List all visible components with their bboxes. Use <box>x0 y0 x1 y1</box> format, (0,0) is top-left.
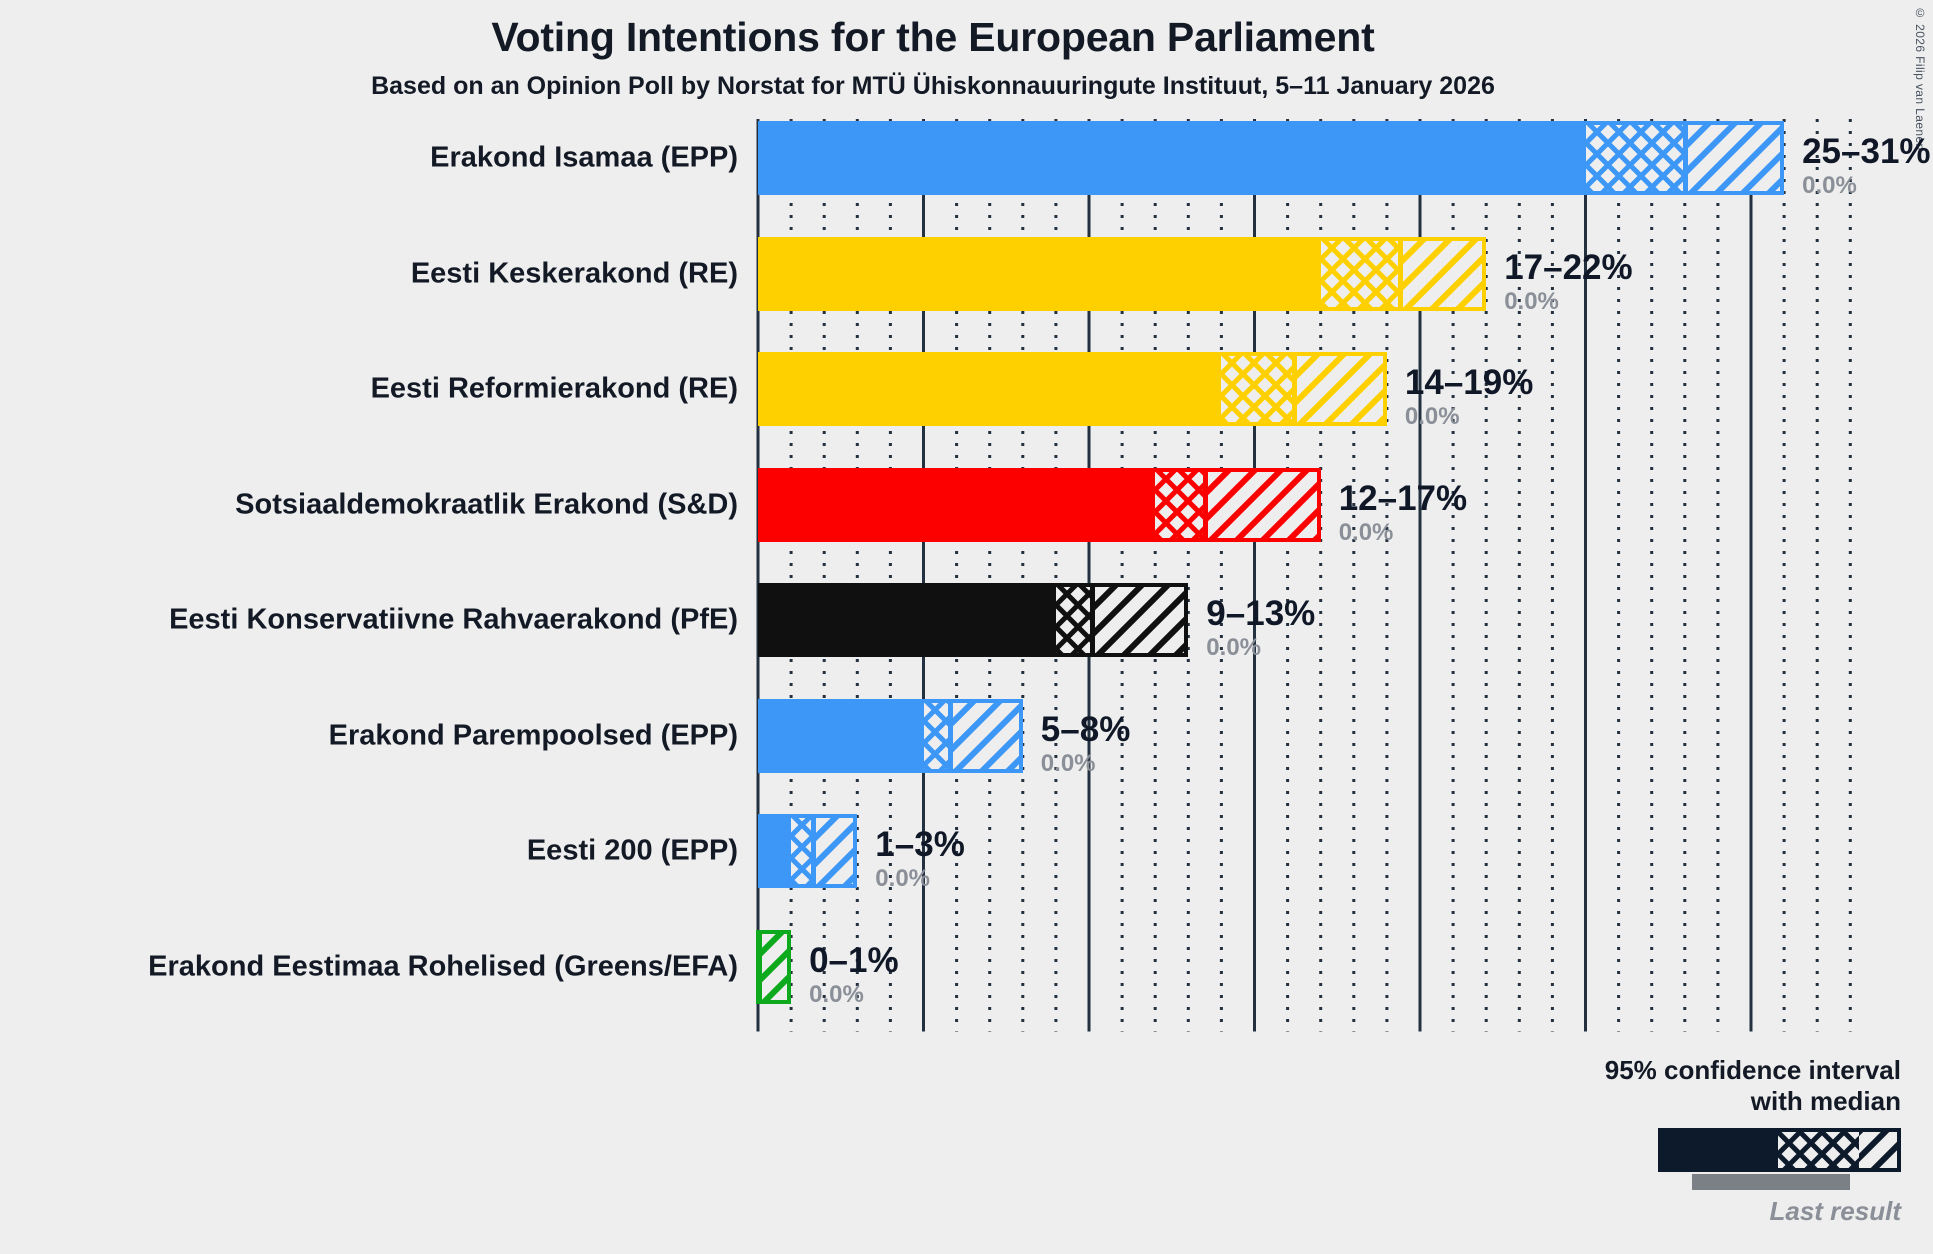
chart-legend: 95% confidence interval with median Last… <box>1521 1055 1901 1226</box>
bar-median-crosshatch-segment <box>791 814 813 888</box>
bar-median-crosshatch-segment <box>923 698 950 773</box>
bar-median-crosshatch-segment <box>1320 236 1401 311</box>
bar-upper-diagonal-segment <box>758 929 792 1004</box>
legend-swatch: Last result <box>1521 1128 1901 1226</box>
confidence-interval-bar[interactable] <box>756 929 792 1004</box>
legend-title-line1: 95% confidence interval <box>1604 1055 1901 1085</box>
party-label: Eesti Keskerakond (RE) <box>410 257 738 289</box>
value-range-label: 0–1% <box>809 940 899 980</box>
copyright-notice: © 2026 Filip van Laenen <box>1913 6 1927 151</box>
legend-upper-diagonal-hatch <box>1859 1132 1897 1169</box>
value-range-label: 25–31% <box>1802 132 1931 171</box>
last-result-label: 0.0% <box>1040 749 1096 777</box>
bar-segment-divider <box>1398 236 1404 311</box>
confidence-interval-bar[interactable] <box>758 583 1189 657</box>
confidence-interval-bar[interactable] <box>758 121 1785 195</box>
bar-outline <box>758 698 1023 773</box>
bar-upper-diagonal-segment <box>1092 583 1189 657</box>
bar-outline <box>758 929 792 1004</box>
value-range-label: 1–3% <box>875 825 965 864</box>
last-result-label: 0.0% <box>1206 634 1261 661</box>
bar-outline <box>758 814 858 888</box>
bar-median-crosshatch-segment <box>1055 583 1093 657</box>
bar-solid-segment <box>758 236 1321 311</box>
legend-median-crosshatch <box>1778 1132 1859 1169</box>
party-label: Erakond Eestimaa Rohelised (Greens/EFA) <box>148 950 738 982</box>
bar-upper-diagonal-segment <box>1684 121 1785 195</box>
bar-segment-divider <box>810 814 816 888</box>
bar-upper-diagonal-segment <box>949 698 1023 773</box>
bar-solid-segment <box>758 583 1056 657</box>
legend-last-result-swatch <box>1692 1174 1850 1191</box>
last-result-label: 0.0% <box>1338 518 1394 546</box>
confidence-interval-bar[interactable] <box>758 698 1023 773</box>
bar-segment-divider <box>947 698 953 773</box>
value-range-label: 14–19% <box>1404 363 1534 402</box>
bar-median-crosshatch-segment <box>1155 467 1205 542</box>
party-label: Eesti 200 (EPP) <box>526 834 738 867</box>
legend-last-result-label: Last result <box>1769 1196 1902 1227</box>
last-result-label: 0.0% <box>875 865 930 892</box>
bar-median-crosshatch-segment <box>1221 352 1295 426</box>
party-label: Eesti Konservatiivne Rahvaerakond (PfE) <box>169 603 738 636</box>
last-result-label: 0.0% <box>1504 287 1559 315</box>
party-label: Sotsiaaldemokraatlik Erakond (S&D) <box>235 488 738 520</box>
confidence-interval-bar[interactable] <box>758 236 1487 311</box>
page-title: Voting Intentions for the European Parli… <box>491 14 1375 60</box>
party-label: Eesti Reformierakond (RE) <box>370 372 738 405</box>
value-range-label: 17–22% <box>1504 247 1633 287</box>
bar-solid-segment <box>758 698 924 773</box>
legend-confidence-interval-swatch <box>1658 1128 1901 1173</box>
bar-outline <box>758 467 1321 542</box>
bar-solid-segment <box>758 352 1222 426</box>
value-range-label: 12–17% <box>1338 478 1468 518</box>
bar-outline <box>758 583 1189 657</box>
bar-upper-diagonal-segment <box>1294 352 1387 426</box>
value-range-label: 5–8% <box>1040 709 1131 749</box>
confidence-interval-bar[interactable] <box>758 467 1321 542</box>
bar-outline <box>758 121 1785 195</box>
bar-segment-divider <box>1682 121 1688 195</box>
confidence-interval-bar[interactable] <box>758 814 858 888</box>
bar-outline <box>758 236 1487 311</box>
last-result-label: 0.0% <box>809 980 864 1008</box>
confidence-interval-bar[interactable] <box>758 352 1387 426</box>
bar-outline <box>758 352 1387 426</box>
bar-segment-divider <box>1202 467 1208 542</box>
party-label: Erakond Parempoolsed (EPP) <box>328 719 738 751</box>
bar-segment-divider <box>1292 352 1298 426</box>
bar-upper-diagonal-segment <box>812 814 858 888</box>
value-range-label: 9–13% <box>1206 594 1316 633</box>
bar-median-crosshatch-segment <box>1585 121 1685 195</box>
last-result-label: 0.0% <box>1404 403 1460 430</box>
bar-segment-divider <box>1090 583 1096 657</box>
bar-solid-segment <box>758 121 1586 195</box>
legend-title-line2: with median <box>1750 1085 1901 1116</box>
chart-subtitle: Based on an Opinion Poll by Norstat for … <box>371 72 1495 100</box>
bar-upper-diagonal-segment <box>1400 236 1487 311</box>
last-result-label: 0.0% <box>1802 172 1857 199</box>
bar-upper-diagonal-segment <box>1204 467 1321 542</box>
bar-solid-segment <box>758 814 792 888</box>
party-label: Erakond Isamaa (EPP) <box>430 141 738 174</box>
bar-solid-segment <box>758 467 1156 542</box>
